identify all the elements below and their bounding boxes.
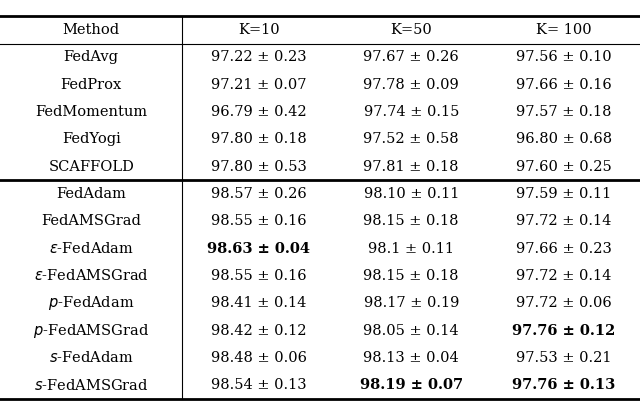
Text: 98.17 ± 0.19: 98.17 ± 0.19 <box>364 296 459 310</box>
Text: 97.21 ± 0.07: 97.21 ± 0.07 <box>211 78 307 92</box>
Text: FedProx: FedProx <box>61 78 122 92</box>
Text: 98.57 ± 0.26: 98.57 ± 0.26 <box>211 187 307 201</box>
Text: 98.42 ± 0.12: 98.42 ± 0.12 <box>211 324 307 337</box>
Text: $\mathit{p}$-FedAMSGrad: $\mathit{p}$-FedAMSGrad <box>33 322 149 339</box>
Text: 98.10 ± 0.11: 98.10 ± 0.11 <box>364 187 459 201</box>
Text: 97.66 ± 0.23: 97.66 ± 0.23 <box>516 242 612 256</box>
Text: $\mathit{p}$-FedAdam: $\mathit{p}$-FedAdam <box>48 294 134 312</box>
Text: K=10: K=10 <box>237 23 280 37</box>
Text: 96.80 ± 0.68: 96.80 ± 0.68 <box>516 132 612 146</box>
Text: 97.67 ± 0.26: 97.67 ± 0.26 <box>364 50 459 64</box>
Text: 98.41 ± 0.14: 98.41 ± 0.14 <box>211 296 307 310</box>
Text: 97.57 ± 0.18: 97.57 ± 0.18 <box>516 105 612 119</box>
Text: 97.80 ± 0.53: 97.80 ± 0.53 <box>211 160 307 173</box>
Text: Method: Method <box>63 23 120 37</box>
Text: 98.13 ± 0.04: 98.13 ± 0.04 <box>364 351 459 365</box>
Text: 97.66 ± 0.16: 97.66 ± 0.16 <box>516 78 612 92</box>
Text: SCAFFOLD: SCAFFOLD <box>48 160 134 173</box>
Text: 98.1 ± 0.11: 98.1 ± 0.11 <box>368 242 454 256</box>
Text: 97.76 ± 0.12: 97.76 ± 0.12 <box>512 324 616 337</box>
Text: 97.81 ± 0.18: 97.81 ± 0.18 <box>364 160 459 173</box>
Text: 98.55 ± 0.16: 98.55 ± 0.16 <box>211 269 307 283</box>
Text: 98.48 ± 0.06: 98.48 ± 0.06 <box>211 351 307 365</box>
Text: K= 100: K= 100 <box>536 23 591 37</box>
Text: FedMomentum: FedMomentum <box>35 105 147 119</box>
Text: FedAMSGrad: FedAMSGrad <box>41 214 141 228</box>
Text: 97.60 ± 0.25: 97.60 ± 0.25 <box>516 160 612 173</box>
Text: 97.76 ± 0.13: 97.76 ± 0.13 <box>512 378 616 392</box>
Text: 98.63 ± 0.04: 98.63 ± 0.04 <box>207 242 310 256</box>
Text: $\epsilon$-FedAMSGrad: $\epsilon$-FedAMSGrad <box>34 268 148 283</box>
Text: FedAvg: FedAvg <box>64 50 118 64</box>
Text: K=50: K=50 <box>390 23 432 37</box>
Text: 97.78 ± 0.09: 97.78 ± 0.09 <box>364 78 459 92</box>
Text: 98.19 ± 0.07: 98.19 ± 0.07 <box>360 378 463 392</box>
Text: 98.15 ± 0.18: 98.15 ± 0.18 <box>364 269 459 283</box>
Text: 98.54 ± 0.13: 98.54 ± 0.13 <box>211 378 307 392</box>
Text: 97.80 ± 0.18: 97.80 ± 0.18 <box>211 132 307 146</box>
Text: $\epsilon$-FedAdam: $\epsilon$-FedAdam <box>49 241 134 256</box>
Text: 97.72 ± 0.14: 97.72 ± 0.14 <box>516 214 612 228</box>
Text: 98.55 ± 0.16: 98.55 ± 0.16 <box>211 214 307 228</box>
Text: 97.22 ± 0.23: 97.22 ± 0.23 <box>211 50 307 64</box>
Text: 98.05 ± 0.14: 98.05 ± 0.14 <box>364 324 459 337</box>
Text: FedAdam: FedAdam <box>56 187 126 201</box>
Text: 97.74 ± 0.15: 97.74 ± 0.15 <box>364 105 459 119</box>
Text: $\mathit{s}$-FedAMSGrad: $\mathit{s}$-FedAMSGrad <box>34 378 148 393</box>
Text: 97.72 ± 0.06: 97.72 ± 0.06 <box>516 296 612 310</box>
Text: FedYogi: FedYogi <box>62 132 120 146</box>
Text: $\mathit{s}$-FedAdam: $\mathit{s}$-FedAdam <box>49 350 134 365</box>
Text: 97.72 ± 0.14: 97.72 ± 0.14 <box>516 269 612 283</box>
Text: 97.56 ± 0.10: 97.56 ± 0.10 <box>516 50 612 64</box>
Text: 98.15 ± 0.18: 98.15 ± 0.18 <box>364 214 459 228</box>
Text: 97.59 ± 0.11: 97.59 ± 0.11 <box>516 187 611 201</box>
Text: 96.79 ± 0.42: 96.79 ± 0.42 <box>211 105 307 119</box>
Text: 97.53 ± 0.21: 97.53 ± 0.21 <box>516 351 612 365</box>
Text: 97.52 ± 0.58: 97.52 ± 0.58 <box>364 132 459 146</box>
